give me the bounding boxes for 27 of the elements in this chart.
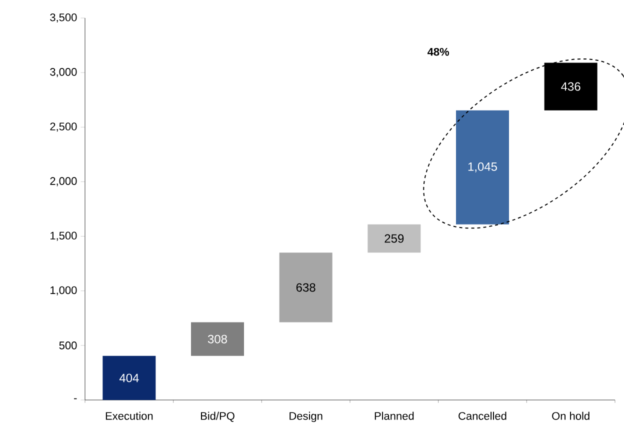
y-tick-label: 3,500 xyxy=(50,13,77,23)
data-label: 259 xyxy=(384,234,404,243)
x-tick-label: Design xyxy=(290,412,322,422)
x-tick-label: Execution xyxy=(106,412,153,420)
y-tick-label: 500 xyxy=(59,342,77,350)
bar xyxy=(279,252,332,322)
bar xyxy=(368,224,421,253)
bar xyxy=(456,110,509,224)
y-tick-label: 2,000 xyxy=(50,177,77,186)
annotation: 48% xyxy=(427,48,450,56)
data-label: 308 xyxy=(208,334,227,344)
y-tick-label: 3,000 xyxy=(50,68,77,78)
x-tick-label: Cancelled xyxy=(458,412,506,420)
data-label: 436 xyxy=(561,82,580,91)
data-label: 1,045 xyxy=(468,162,497,172)
x-tick-label: Bid/PQ xyxy=(200,412,234,422)
y-tick-label: - xyxy=(74,398,77,400)
bar xyxy=(544,62,598,110)
y-tick-label: 1,000 xyxy=(50,286,77,296)
bar xyxy=(102,356,156,400)
y-tick-label: 1,500 xyxy=(50,232,77,241)
data-label: 638 xyxy=(296,283,316,292)
x-tick-label: On hold xyxy=(552,412,590,420)
y-tick-label: 2,500 xyxy=(50,122,77,132)
x-tick-label: Planned xyxy=(374,412,414,420)
data-label: 404 xyxy=(119,374,139,382)
bar xyxy=(191,322,244,356)
